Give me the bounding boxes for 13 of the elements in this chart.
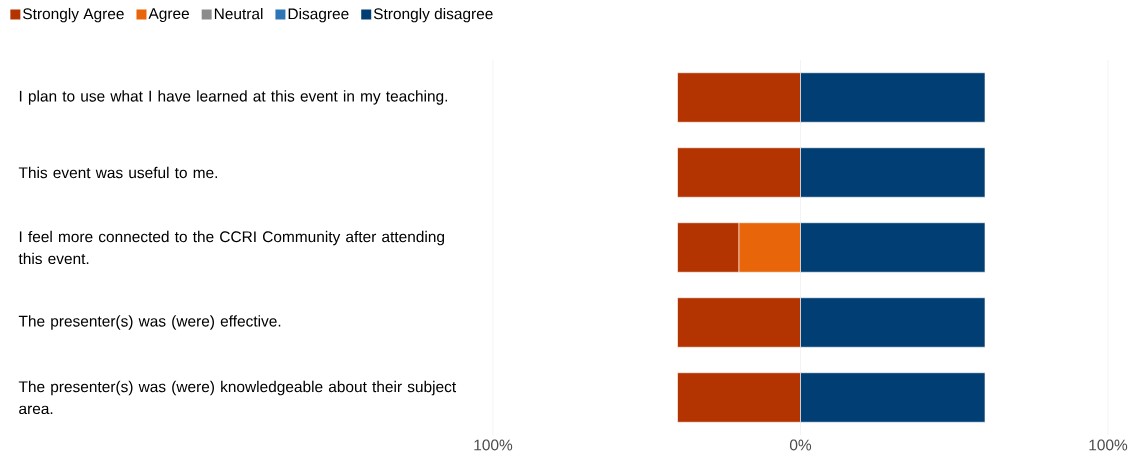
legend-label: Strongly Agree xyxy=(23,7,124,23)
legend-label: Agree xyxy=(148,8,189,23)
y-tick-label: I feel more connected to the CCRI Community after attending this event. xyxy=(18,230,444,265)
x-tick-label: 0% xyxy=(789,439,812,451)
legend-label: Strongly disagree xyxy=(373,7,493,23)
x-tick-label: 100% xyxy=(1089,439,1128,451)
y-tick-label: I plan to use what I have learned at this event in my teaching. xyxy=(19,90,448,105)
legend-label: Disagree xyxy=(288,7,349,23)
y-tick-label: The presenter(s) was (were) effective. xyxy=(18,315,281,330)
legend-label: Neutral xyxy=(214,7,263,20)
y-tick-label: This event was useful to me. xyxy=(18,166,218,179)
x-tick-label: 100% xyxy=(474,439,513,451)
y-tick-label: The presenter(s) was (were) knowledgeable about their subject area. xyxy=(18,380,457,415)
